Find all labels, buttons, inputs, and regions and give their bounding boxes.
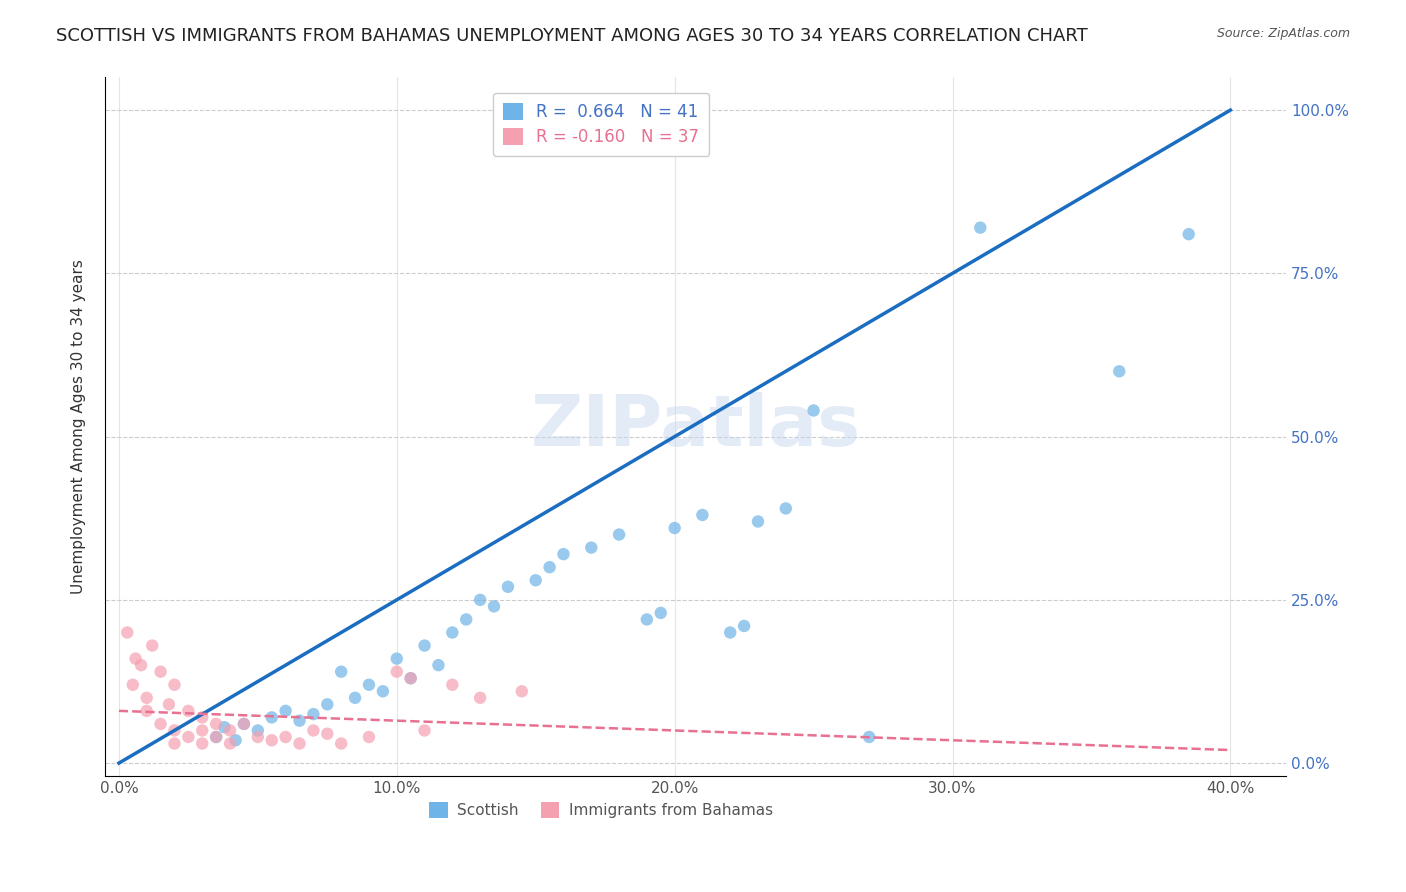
Text: Source: ZipAtlas.com: Source: ZipAtlas.com <box>1216 27 1350 40</box>
Point <box>524 574 547 588</box>
Point <box>225 733 247 747</box>
Point <box>441 625 464 640</box>
Point <box>205 730 228 744</box>
Point <box>496 580 519 594</box>
Point <box>636 612 658 626</box>
Point <box>357 730 380 744</box>
Point <box>274 730 297 744</box>
Point <box>214 720 236 734</box>
Point <box>399 671 422 685</box>
Point <box>413 639 436 653</box>
Point <box>191 737 214 751</box>
Point <box>316 727 339 741</box>
Point <box>385 651 408 665</box>
Point <box>141 639 163 653</box>
Point <box>468 690 491 705</box>
Point <box>163 723 186 738</box>
Point <box>124 651 146 665</box>
Point <box>650 606 672 620</box>
Point <box>1108 364 1130 378</box>
Point <box>330 737 353 751</box>
Point <box>427 658 450 673</box>
Point <box>260 733 283 747</box>
Point <box>121 678 143 692</box>
Point <box>246 730 269 744</box>
Point <box>274 704 297 718</box>
Point <box>581 541 603 555</box>
Point <box>775 501 797 516</box>
Point <box>149 717 172 731</box>
Point <box>205 717 228 731</box>
Point <box>330 665 353 679</box>
Point <box>302 723 325 738</box>
Point <box>553 547 575 561</box>
Legend: Scottish, Immigrants from Bahamas: Scottish, Immigrants from Bahamas <box>423 797 779 824</box>
Point <box>692 508 714 522</box>
Point <box>718 625 741 640</box>
Point <box>135 690 157 705</box>
Point <box>288 714 311 728</box>
Point <box>246 723 269 738</box>
Text: SCOTTISH VS IMMIGRANTS FROM BAHAMAS UNEMPLOYMENT AMONG AGES 30 TO 34 YEARS CORRE: SCOTTISH VS IMMIGRANTS FROM BAHAMAS UNEM… <box>56 27 1088 45</box>
Point <box>399 671 422 685</box>
Y-axis label: Unemployment Among Ages 30 to 34 years: Unemployment Among Ages 30 to 34 years <box>72 260 86 594</box>
Point <box>733 619 755 633</box>
Point <box>413 723 436 738</box>
Point <box>1177 227 1199 242</box>
Point <box>191 710 214 724</box>
Point <box>191 723 214 738</box>
Point <box>803 403 825 417</box>
Point <box>316 698 339 712</box>
Point <box>371 684 394 698</box>
Point <box>157 698 180 712</box>
Point <box>219 723 242 738</box>
Point <box>177 704 200 718</box>
Point <box>510 684 533 698</box>
Text: ZIPatlas: ZIPatlas <box>530 392 860 461</box>
Point <box>858 730 880 744</box>
Point <box>607 527 630 541</box>
Point <box>260 710 283 724</box>
Point <box>163 678 186 692</box>
Point <box>344 690 367 705</box>
Point <box>149 665 172 679</box>
Point <box>232 717 254 731</box>
Point <box>385 665 408 679</box>
Point <box>205 730 228 744</box>
Point <box>129 658 152 673</box>
Point <box>115 625 138 640</box>
Point <box>288 737 311 751</box>
Point <box>357 678 380 692</box>
Point <box>482 599 505 614</box>
Point <box>456 612 478 626</box>
Point <box>747 515 769 529</box>
Point <box>468 592 491 607</box>
Point <box>664 521 686 535</box>
Point <box>177 730 200 744</box>
Point <box>232 717 254 731</box>
Point <box>135 704 157 718</box>
Point <box>538 560 561 574</box>
Point <box>969 220 991 235</box>
Point <box>302 707 325 722</box>
Point <box>219 737 242 751</box>
Point <box>163 737 186 751</box>
Point <box>441 678 464 692</box>
